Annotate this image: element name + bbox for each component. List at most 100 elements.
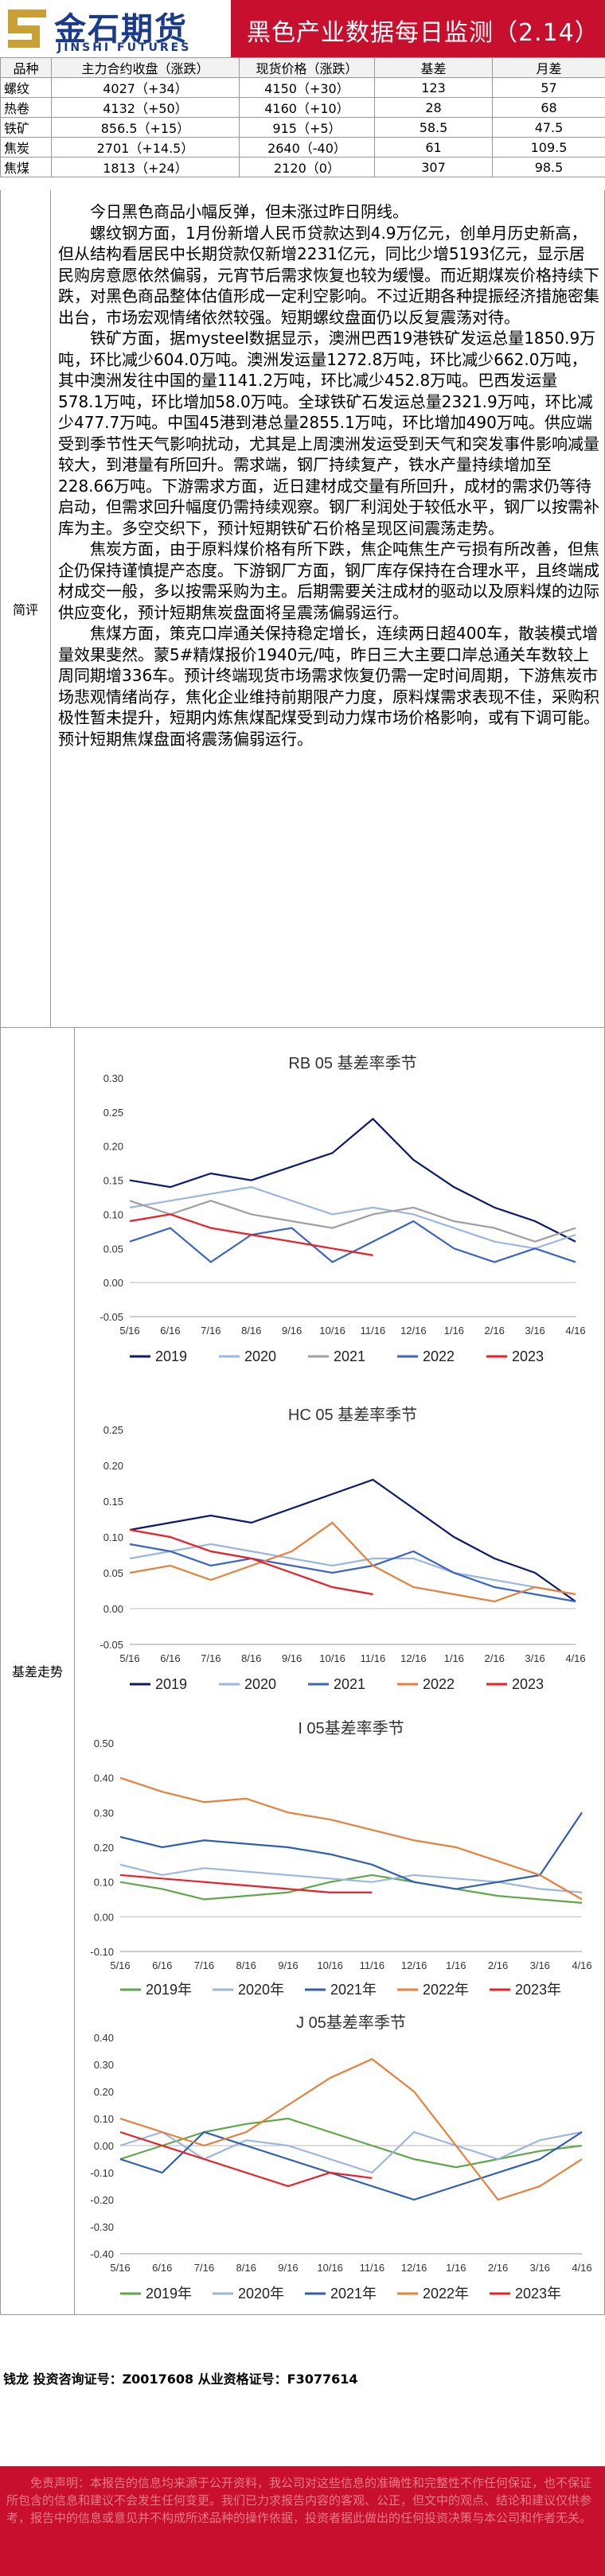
commentary-paragraph: 焦煤方面，策克口岸通关保持稳定增长，连续两日超400车，散装模式增量效果斐然。蒙… bbox=[58, 624, 599, 749]
x-tick-label: 5/16 bbox=[119, 1325, 139, 1337]
x-tick-label: 2/16 bbox=[485, 1652, 505, 1664]
commentary-paragraph: 螺纹钢方面，1月份新增人民币贷款达到4.9万亿元，创单月历史新高，但从结构看居民… bbox=[58, 223, 599, 327]
chart-title: I 05基差率季节 bbox=[298, 1719, 404, 1737]
y-tick-label: 0.10 bbox=[94, 2113, 114, 2125]
series-line bbox=[119, 2117, 583, 2169]
y-tick-label: -0.10 bbox=[90, 2167, 114, 2179]
y-tick-label: 0.20 bbox=[94, 2086, 114, 2098]
table-header-cell: 月差 bbox=[492, 57, 605, 78]
table-cell: 58.5 bbox=[374, 117, 493, 138]
legend-label: 2023年 bbox=[515, 1982, 561, 1998]
legend-label: 2020 bbox=[244, 1348, 276, 1364]
series-line bbox=[119, 1811, 583, 1890]
y-tick-label: 0.00 bbox=[94, 1911, 114, 1923]
x-tick-label: 9/16 bbox=[282, 1325, 302, 1337]
x-tick-label: 8/16 bbox=[236, 2262, 256, 2274]
table-cell: 123 bbox=[374, 77, 493, 98]
series-line bbox=[129, 1200, 576, 1243]
y-tick-label: 0.40 bbox=[94, 1772, 114, 1784]
y-tick-label: 0.30 bbox=[103, 1072, 123, 1084]
legend-label: 2023 bbox=[512, 1348, 544, 1364]
series-line bbox=[129, 1528, 373, 1596]
legend-label: 2022 bbox=[423, 1348, 455, 1364]
hc-basis-chart: HC 05 基差率季节 0.25 0.20 0.15 0.10 0.05 0.00 -0.05… bbox=[80, 1398, 596, 1716]
x-tick-label: 5/16 bbox=[110, 1959, 130, 1971]
legend-label: 2021年 bbox=[330, 2286, 377, 2302]
y-tick-label: -0.40 bbox=[90, 2248, 114, 2260]
x-tick-label: 4/16 bbox=[572, 1959, 591, 1971]
x-tick-label: 11/16 bbox=[361, 1325, 386, 1337]
y-tick-label: 0.20 bbox=[103, 1460, 123, 1472]
y-tick-label: 0.00 bbox=[94, 2140, 114, 2152]
legend-label: 2022 bbox=[423, 1676, 455, 1692]
table-row: 热卷 4132（+50） 4160（+10） 28 68 bbox=[0, 97, 605, 118]
table-cell: 68 bbox=[492, 97, 605, 118]
x-tick-label: 3/16 bbox=[525, 1652, 544, 1664]
commentary-label: 简评 bbox=[1, 190, 51, 1027]
table-cell: 61 bbox=[374, 137, 493, 158]
y-tick-label: 0.05 bbox=[103, 1567, 123, 1579]
table-cell: 2120（0） bbox=[239, 157, 375, 177]
series-line bbox=[119, 2130, 583, 2201]
x-tick-label: 8/16 bbox=[236, 1959, 256, 1971]
table-header-cell: 现货价格（涨跌） bbox=[239, 57, 375, 78]
table-cell: 47.5 bbox=[492, 117, 605, 138]
x-tick-label: 1/16 bbox=[444, 1325, 464, 1337]
y-tick-label: 0.30 bbox=[94, 1807, 114, 1819]
chart-title: J 05基差率季节 bbox=[296, 2014, 406, 2032]
x-tick-label: 4/16 bbox=[565, 1652, 585, 1664]
x-tick-label: 12/16 bbox=[400, 1325, 427, 1337]
x-tick-label: 3/16 bbox=[530, 1959, 550, 1971]
y-tick-label: -0.05 bbox=[100, 1311, 123, 1323]
x-tick-label: 11/16 bbox=[360, 1959, 385, 1971]
table-header-row: 品种 主力合约收盘（涨跌） 现货价格（涨跌） 基差 月差 bbox=[0, 57, 605, 78]
y-tick-label: 0.25 bbox=[103, 1424, 123, 1436]
table-cell: 4132（+50） bbox=[51, 97, 240, 118]
series-line bbox=[129, 1186, 576, 1250]
legend-label: 2019 bbox=[155, 1348, 187, 1364]
commodity-name-cell: 焦炭 bbox=[0, 137, 52, 158]
x-tick-label: 1/16 bbox=[446, 1959, 466, 1971]
logo-text: 金石期货 bbox=[54, 11, 188, 48]
x-tick-label: 8/16 bbox=[241, 1325, 261, 1337]
commentary-body: 今日黑色商品小幅反弹，但未涨过昨日阴线。 螺纹钢方面，1月份新增人民币贷款达到4… bbox=[58, 201, 599, 749]
table-cell: 57 bbox=[492, 77, 605, 98]
legend-label: 2022年 bbox=[423, 2286, 469, 2302]
chart-title: HC 05 基差率季节 bbox=[288, 1406, 417, 1424]
y-tick-label: 0.10 bbox=[103, 1531, 123, 1543]
x-tick-label: 6/16 bbox=[160, 1652, 180, 1664]
x-tick-label: 2/16 bbox=[485, 1325, 505, 1337]
rb-basis-chart-svg: RB 05 基差率季节 0.30 0.25 0.20 0.15 0.10 0.05 0.00 -… bbox=[100, 1054, 585, 1364]
series-line bbox=[129, 1521, 576, 1603]
table-header-cell: 主力合约收盘（涨跌） bbox=[51, 57, 240, 78]
table-cell: 109.5 bbox=[492, 137, 605, 158]
y-tick-label: -0.05 bbox=[100, 1639, 123, 1651]
series-line bbox=[119, 2130, 373, 2188]
x-tick-label: 12/16 bbox=[401, 2262, 427, 2274]
table-row: 焦炭 2701（+14.5） 2640（-40） 61 109.5 bbox=[0, 137, 605, 158]
series-line bbox=[129, 1220, 576, 1263]
table-header-cell: 基差 bbox=[374, 57, 493, 78]
analyst-credentials: 钱龙 投资咨询证号：Z0017608 从业资格证号：F3077614 bbox=[3, 2372, 358, 2387]
legend-label: 2020年 bbox=[238, 2286, 284, 2302]
series-line bbox=[129, 1117, 576, 1243]
legend-label: 2021 bbox=[334, 1676, 365, 1692]
legend-label: 2019年 bbox=[146, 1982, 192, 1998]
x-tick-label: 6/16 bbox=[160, 1325, 180, 1337]
y-tick-label: -0.10 bbox=[90, 1946, 114, 1958]
report-title: 黑色产业数据每日监测（2.14） bbox=[247, 19, 599, 47]
x-tick-label: 1/16 bbox=[444, 1652, 464, 1664]
commentary-paragraph: 铁矿方面，据mysteel数据显示，澳洲巴西19港铁矿发运总量1850.9万吨，… bbox=[58, 329, 599, 538]
y-tick-label: 0.10 bbox=[94, 1877, 114, 1889]
legend-label: 2022年 bbox=[423, 1982, 469, 1998]
table-row: 铁矿 856.5（+15） 915（+5） 58.5 47.5 bbox=[0, 117, 605, 138]
x-tick-label: 12/16 bbox=[400, 1652, 427, 1664]
y-tick-label: -0.20 bbox=[90, 2194, 114, 2206]
table-cell: 4150（+30） bbox=[239, 77, 375, 98]
x-tick-label: 10/16 bbox=[317, 1959, 343, 1971]
charts-label: 基差走势 bbox=[1, 1027, 75, 2314]
disclaimer-text: 免责声明：本报告的信息均来源于公开资料，我公司对这些信息的准确性和完整性不作任何… bbox=[6, 2476, 592, 2525]
commentary-paragraph: 今日黑色商品小幅反弹，但未涨过昨日阴线。 bbox=[90, 202, 408, 221]
commodity-name-cell: 螺纹 bbox=[0, 77, 52, 98]
basis-charts-section: 基差走势 RB 05 基差率季节 0.30 0.25 0.20 0.15 0.10 0.05… bbox=[0, 1027, 605, 2315]
